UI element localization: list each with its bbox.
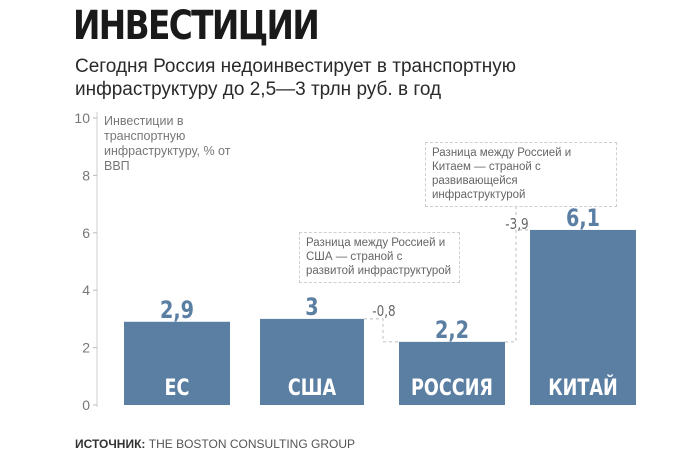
china-difference-value: -3,9 bbox=[505, 216, 528, 234]
bar-value-label: 3 bbox=[305, 294, 318, 322]
usa-difference-value: -0,8 bbox=[372, 303, 395, 321]
source-credit: ИСТОЧНИК: THE BOSTON CONSULTING GROUP bbox=[75, 437, 355, 451]
source-label: ИСТОЧНИК: bbox=[75, 437, 146, 451]
y-tick-label: 8 bbox=[82, 167, 90, 183]
china-difference-note: Разница между Россией и Китаем — страной… bbox=[425, 142, 617, 207]
bar bbox=[530, 229, 636, 405]
bar bbox=[399, 341, 505, 405]
usa-difference-note: Разница между Россией и США — страной с … bbox=[299, 232, 460, 283]
category-label: США bbox=[288, 375, 337, 400]
category-label: ЕС bbox=[165, 375, 190, 400]
bar-value-label: 2,2 bbox=[435, 317, 469, 345]
usa-difference-bracket bbox=[364, 318, 399, 343]
y-tick-label: 10 bbox=[74, 110, 90, 126]
subtitle: Сегодня Россия недоинвестирует в транспо… bbox=[75, 56, 517, 100]
bar-value-label: 2,9 bbox=[160, 297, 194, 325]
y-tick-label: 2 bbox=[82, 340, 90, 356]
category-label: КИТАЙ bbox=[548, 375, 617, 400]
china-difference-bracket bbox=[505, 229, 530, 343]
category-label: РОССИЯ bbox=[411, 375, 493, 400]
source-text: THE BOSTON CONSULTING GROUP bbox=[145, 437, 355, 451]
y-tick-label: 0 bbox=[82, 397, 90, 413]
bar bbox=[260, 318, 364, 405]
y-tick-label: 4 bbox=[82, 282, 90, 298]
page-title: ИНВЕСТИЦИИ bbox=[73, 3, 320, 49]
bar-value-label: 6,1 bbox=[566, 205, 600, 233]
y-axis-label: Инвестиции в транспортную инфраструктуру… bbox=[104, 114, 231, 173]
y-tick-label: 6 bbox=[82, 225, 90, 241]
bar bbox=[124, 321, 230, 405]
